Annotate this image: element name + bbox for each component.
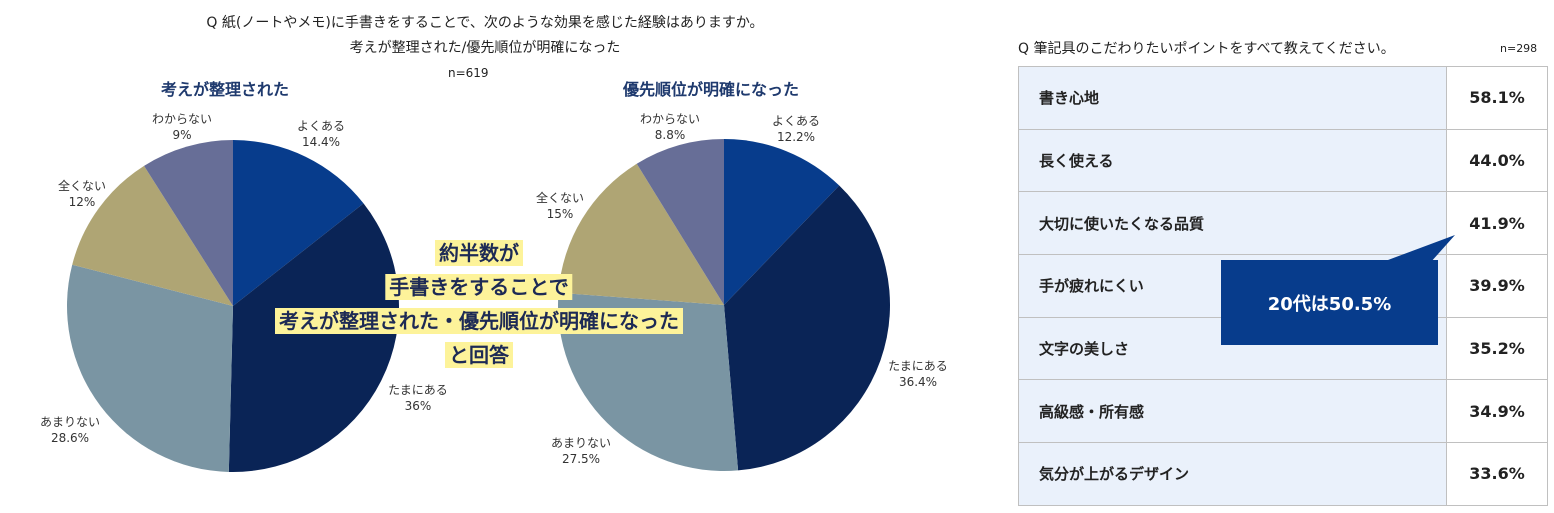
pie1-label-wakaranai: わからない 9% [151, 112, 212, 142]
pie2-slice-wakaranai [636, 139, 724, 305]
overlay-line-4: と回答 [445, 342, 513, 368]
overlay-line-2: 手書きをすることで [385, 274, 573, 300]
table-row: 高級感・所有感 34.9% [1018, 379, 1548, 444]
table-item-value: 33.6% [1446, 442, 1548, 506]
pie1-label-mattaku: 全くない 12% [57, 179, 106, 209]
table-question: Q 筆記具のこだわりたいポイントをすべて教えてください。 [1018, 41, 1395, 57]
pie2-slice-yoku [724, 139, 840, 305]
table-item-value: 44.0% [1446, 128, 1548, 193]
pie2-slice-tamani [724, 185, 890, 471]
table-row: 書き心地 58.1% [1018, 66, 1548, 130]
overlay-line-1: 約半数が [435, 240, 523, 266]
table-row: 大切に使いたくなる品質 41.9% [1018, 191, 1548, 256]
pie1-title: 考えが整理された [161, 80, 290, 99]
callout-box: 20代は50.5% [1221, 260, 1438, 345]
table-item-label: 書き心地 [1018, 66, 1447, 130]
pie1-slice-yoku [233, 140, 364, 306]
sample-size-right: n=298 [1500, 42, 1538, 55]
pie1-slice-wakaranai [144, 140, 233, 306]
overlay-line-3: 考えが整理された・優先順位が明確になった [275, 308, 683, 334]
table-item-value: 58.1% [1446, 66, 1548, 130]
table-item-label: 高級感・所有感 [1018, 379, 1447, 444]
pie2-label-tamani: たまにある 36.4% [888, 359, 948, 389]
pie1-label-amari: あまりない 28.6% [39, 415, 100, 445]
pie2-title: 優先順位が明確になった [623, 80, 800, 99]
table-item-value: 35.2% [1446, 316, 1548, 381]
pie1-slice-tamani [228, 203, 399, 472]
callout-pointer [1380, 235, 1455, 263]
table-item-label: 気分が上がるデザイン [1018, 442, 1447, 506]
table-item-value: 34.9% [1446, 379, 1548, 444]
sample-size-left: n=619 [448, 66, 489, 80]
table-item-label: 大切に使いたくなる品質 [1018, 191, 1447, 256]
pie2-label-amari: あまりない 27.5% [550, 436, 611, 466]
table-row: 気分が上がるデザイン 33.6% [1018, 442, 1548, 506]
table-item-value: 41.9% [1446, 191, 1548, 256]
pie2-slice-mattaku [558, 163, 724, 305]
survey-question-line2: 考えが整理された/優先順位が明確になった [349, 40, 621, 56]
pie1-label-tamani: たまにある 36% [388, 383, 448, 413]
survey-question-line1: Q 紙(ノートやメモ)に手書きをすることで、次のような効果を感じた経験はあります… [206, 15, 764, 31]
table-row: 長く使える 44.0% [1018, 128, 1548, 193]
table-item-label: 長く使える [1018, 128, 1447, 193]
pie-charts [67, 139, 890, 472]
table-item-value: 39.9% [1446, 254, 1548, 318]
pie1-slice-mattaku [72, 165, 233, 306]
pie1-slice-amari [67, 264, 233, 472]
pie2-slice-amari [557, 292, 739, 471]
pie2-label-mattaku: 全くない 15% [535, 191, 584, 221]
pie1-label-yoku: よくある 14.4% [296, 119, 345, 149]
pie2-label-yoku: よくある 12.2% [771, 114, 820, 144]
pie2-label-wakaranai: わからない 8.8% [639, 112, 700, 142]
